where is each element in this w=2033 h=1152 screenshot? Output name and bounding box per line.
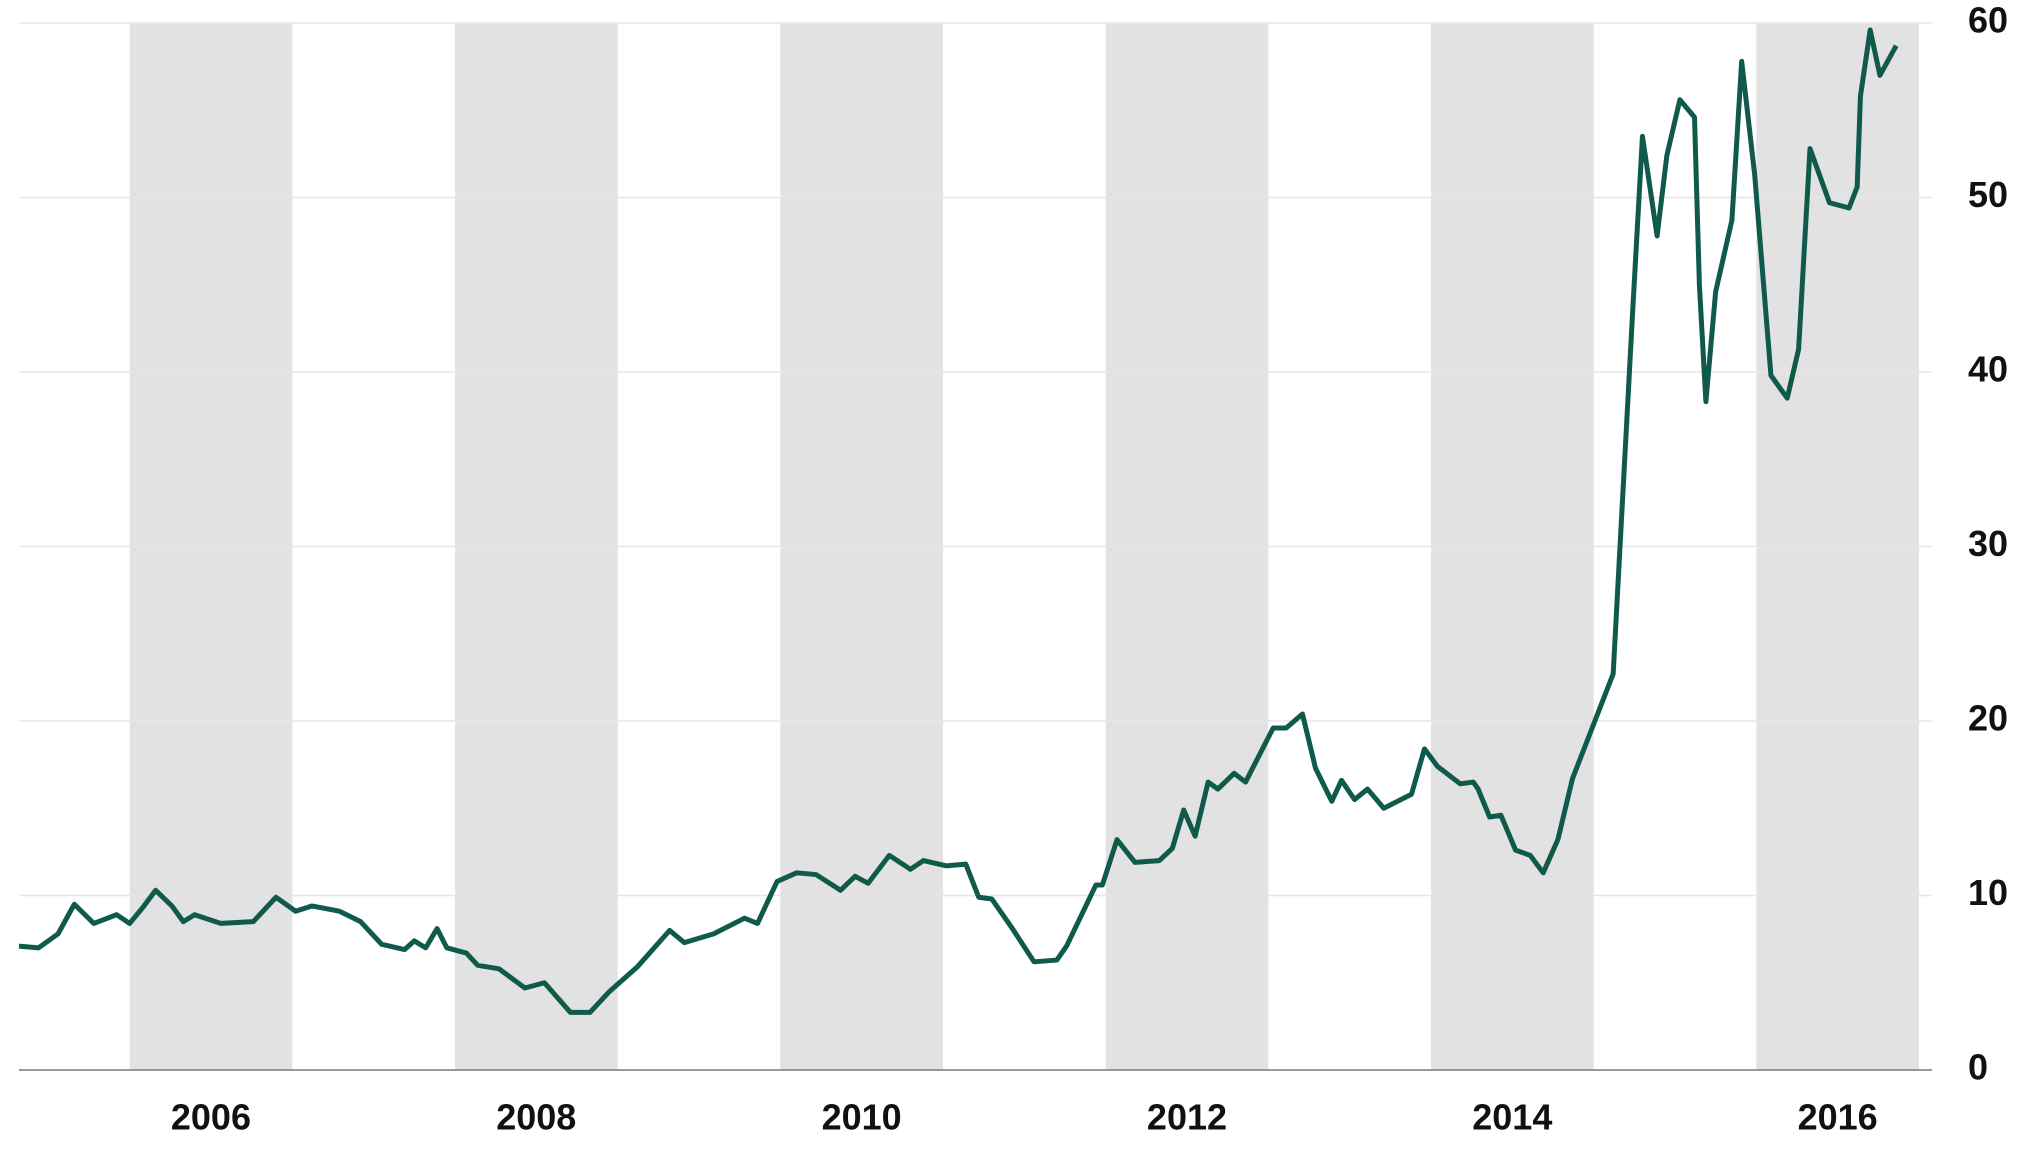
x-tick-label: 2008: [496, 1097, 576, 1138]
x-tick-label: 2016: [1798, 1097, 1878, 1138]
x-tick-label: 2014: [1472, 1097, 1552, 1138]
y-tick-label: 20: [1968, 698, 2008, 739]
y-tick-label: 0: [1968, 1047, 1988, 1088]
x-tick-label: 2010: [822, 1097, 902, 1138]
x-tick-label: 2012: [1147, 1097, 1227, 1138]
y-tick-label: 50: [1968, 174, 2008, 215]
y-tick-label: 40: [1968, 349, 2008, 390]
y-tick-label: 30: [1968, 523, 2008, 564]
x-tick-label: 2006: [171, 1097, 251, 1138]
y-tick-label: 10: [1968, 872, 2008, 913]
y-tick-label: 60: [1968, 0, 2008, 41]
line: [18, 27, 1899, 1015]
